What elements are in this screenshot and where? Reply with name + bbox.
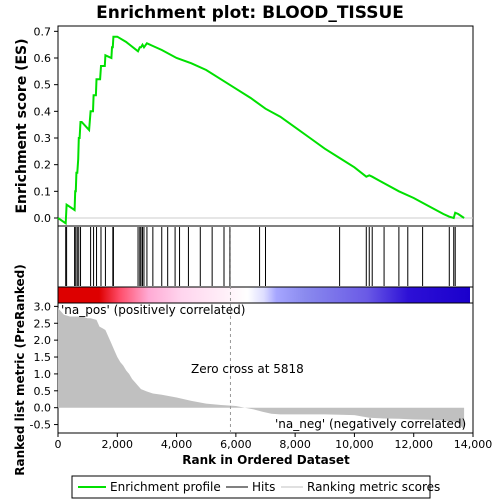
legend-metric-label: Ranking metric scores <box>307 480 440 494</box>
metric-xlabel: Rank in Ordered Dataset <box>182 453 350 467</box>
metric-ytick-label: 3.0 <box>34 300 52 313</box>
es-ylabel: Enrichment score (ES) <box>14 38 30 213</box>
zero-cross-label: Zero cross at 5818 <box>191 362 304 376</box>
metric-xtick-label: 4,000 <box>161 438 193 451</box>
legend-hits-label: Hits <box>252 480 275 494</box>
es-ytick-label: 0.2 <box>34 159 52 172</box>
es-ytick-label: 0.3 <box>34 132 52 145</box>
negative-correlation-label: 'na_neg' (negatively correlated) <box>275 417 466 431</box>
metric-xtick-label: 14,000 <box>454 438 493 451</box>
metric-xtick-label: 2,000 <box>102 438 134 451</box>
metric-ylabel: Ranked list metric (PreRanked) <box>13 264 27 476</box>
metric-xtick-label: 6,000 <box>220 438 252 451</box>
ranking-heat-bar <box>58 287 473 303</box>
metric-ytick-label: 1.0 <box>34 368 52 381</box>
es-ytick-label: 0.0 <box>34 212 52 225</box>
metric-ytick-label: -0.5 <box>30 419 51 432</box>
legend-enrichment-label: Enrichment profile <box>110 480 221 494</box>
metric-xtick-label: 10,000 <box>335 438 374 451</box>
metric-ytick-label: 0.0 <box>34 402 52 415</box>
es-ytick-label: 0.1 <box>34 185 52 198</box>
metric-ytick-label: 2.5 <box>34 317 52 330</box>
metric-ytick-label: 2.0 <box>34 334 52 347</box>
es-ytick-label: 0.4 <box>34 105 52 118</box>
legend: Enrichment profile Hits Ranking metric s… <box>72 476 440 498</box>
metric-xtick-label: 8,000 <box>279 438 311 451</box>
metric-xtick-label: 0 <box>55 438 62 451</box>
metric-xtick-label: 12,000 <box>394 438 433 451</box>
es-ytick-label: 0.6 <box>34 52 52 65</box>
hits-panel <box>58 226 473 287</box>
es-ytick-label: 0.7 <box>34 25 52 38</box>
chart-title: Enrichment plot: BLOOD_TISSUE <box>96 3 404 23</box>
metric-ytick-label: 1.5 <box>34 351 52 364</box>
es-ytick-label: 0.5 <box>34 79 52 92</box>
positive-correlation-label: 'na_pos' (positively correlated) <box>61 303 245 317</box>
heat-bar-gradient <box>58 287 470 303</box>
metric-ytick-label: 0.5 <box>34 385 52 398</box>
es-panel: 0.0 0.1 0.2 0.3 0.4 0.5 0.6 0.7 Enrichment scor… <box>14 25 473 226</box>
